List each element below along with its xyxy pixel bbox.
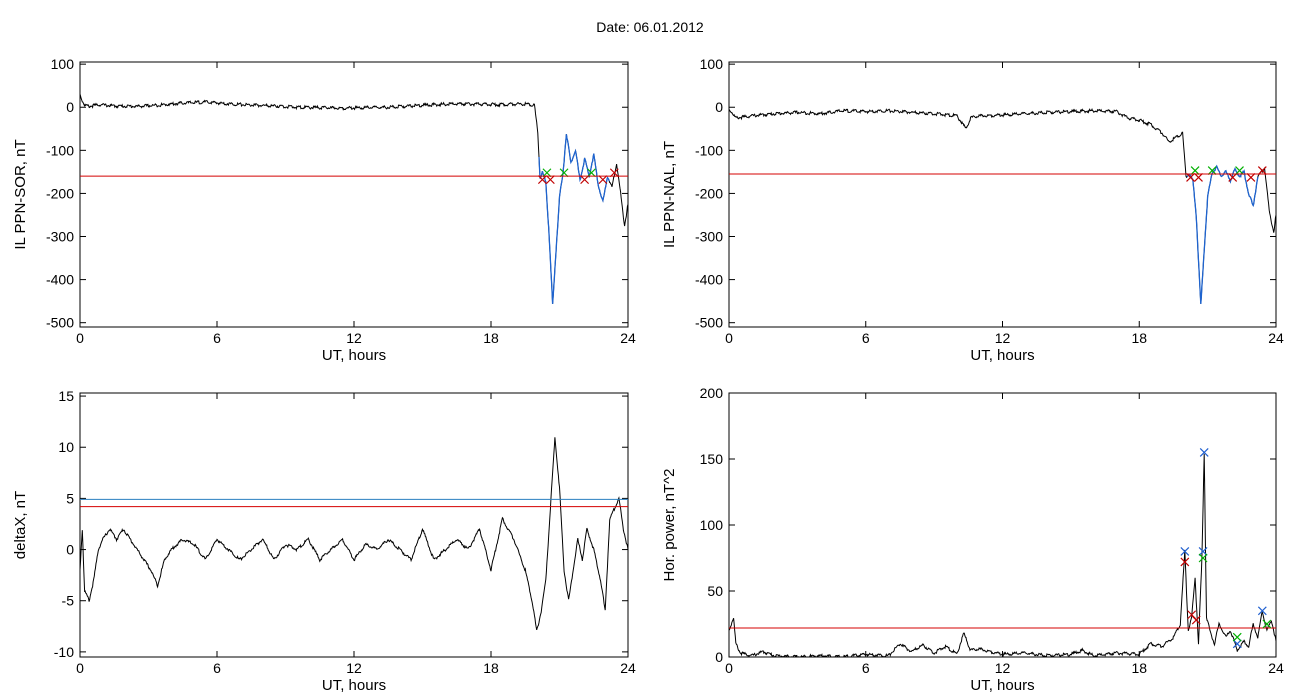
y-tick-label: -500 [695, 315, 723, 331]
cross-marker [542, 168, 552, 178]
y-tick-label: 0 [715, 99, 723, 115]
cross-marker [1228, 173, 1238, 182]
x-tick-label: 18 [1131, 330, 1147, 346]
series-line [80, 437, 628, 631]
y-axis-label: Hor. power, nT^2 [661, 469, 678, 582]
x-tick-label: 24 [620, 660, 636, 676]
y-tick-label: 100 [700, 56, 724, 72]
y-tick-label: -200 [695, 185, 723, 201]
y-axis-label: deltaX, nT [12, 491, 29, 559]
plot-area [729, 447, 1276, 657]
panel-deltax: 0 6 12 18 24 15 10 5 0 -5 -10 UT, hours deltaX, nT [12, 388, 636, 694]
x-axis-label: UT, hours [970, 677, 1034, 694]
panel-il-nal: 0 6 12 18 24 100 0 -100 -200 -300 -400 -500 UT, hour… [661, 56, 1284, 364]
peak-marker-green [1262, 619, 1272, 629]
x-axis-label: UT, hours [322, 677, 386, 694]
y-tick-label: 100 [700, 517, 724, 533]
x-tick-label: 24 [1268, 330, 1284, 346]
cross-marker [1207, 166, 1217, 176]
x-tick-label: 6 [862, 330, 870, 346]
peak-marker-blue [1232, 639, 1242, 649]
y-tick-label: 100 [51, 56, 75, 72]
y-tick-label: -5 [62, 593, 75, 609]
y-tick-label: -400 [46, 272, 74, 288]
x-tick-label: 6 [213, 330, 221, 346]
cross-marker [545, 175, 555, 185]
x-tick-label: 12 [995, 660, 1011, 676]
peak-marker-green [1198, 553, 1208, 563]
y-tick-label: -300 [46, 229, 74, 245]
peak-marker-blue [1180, 546, 1190, 556]
plot-area [80, 93, 628, 304]
y-tick-label: -10 [54, 644, 74, 660]
x-tick-label: 6 [862, 660, 870, 676]
cross-marker [1190, 166, 1200, 176]
y-tick-label: 0 [715, 649, 723, 665]
series-line [729, 108, 1276, 304]
highlight-series-line [1186, 164, 1259, 304]
peak-marker-green [1232, 632, 1242, 642]
y-axis-label: IL PPN-NAL, nT [661, 141, 678, 248]
x-tick-label: 0 [725, 660, 733, 676]
cross-marker [580, 175, 590, 185]
cross-marker [587, 168, 596, 178]
y-axis-label: IL PPN-SOR, nT [12, 139, 29, 249]
y-tick-label: -100 [695, 142, 723, 158]
series-line [80, 93, 628, 304]
x-tick-label: 18 [483, 330, 499, 346]
plot-frame [79, 61, 629, 328]
cross-marker [1257, 166, 1267, 176]
series-line [729, 453, 1276, 657]
y-tick-label: 50 [707, 583, 723, 599]
cross-marker [609, 168, 619, 178]
x-tick-label: 6 [213, 660, 221, 676]
panel-il-sor: 0 6 12 18 24 100 0 -100 -200 -300 -400 -500 UT, hour… [12, 56, 636, 364]
x-tick-label: 24 [620, 330, 636, 346]
x-tick-label: 12 [346, 330, 362, 346]
y-tick-label: -300 [695, 229, 723, 245]
peak-marker-red [1180, 557, 1190, 567]
peak-marker-red [1191, 615, 1201, 625]
y-tick-label: -500 [46, 315, 74, 331]
x-axis-label: UT, hours [322, 347, 386, 364]
y-tick-label: -200 [46, 185, 74, 201]
y-tick-label: 0 [66, 99, 74, 115]
cross-marker [559, 168, 569, 178]
plot-area [729, 108, 1276, 304]
plot-frame [79, 392, 629, 658]
y-tick-label: 0 [66, 542, 74, 558]
x-tick-label: 12 [346, 660, 362, 676]
cross-marker [1194, 173, 1203, 182]
y-tick-label: 150 [700, 451, 724, 467]
chart-title: Date: 06.01.2012 [596, 19, 704, 35]
x-tick-label: 0 [725, 330, 733, 346]
y-tick-label: -100 [46, 142, 74, 158]
cross-marker [1186, 173, 1195, 182]
peak-marker-blue [1198, 546, 1208, 556]
x-tick-label: 12 [995, 330, 1011, 346]
y-tick-label: 10 [58, 439, 74, 455]
cross-marker [1246, 173, 1256, 182]
plot-area [80, 437, 628, 631]
x-tick-label: 0 [76, 330, 84, 346]
y-tick-label: 200 [700, 385, 724, 401]
highlight-series-line [538, 134, 610, 304]
panel-hor-power: 0 6 12 18 24 200 150 100 50 0 UT, hours Hor. power,… [661, 385, 1284, 694]
x-tick-label: 18 [483, 660, 499, 676]
y-tick-label: 15 [58, 388, 74, 404]
cross-marker [598, 175, 608, 185]
y-tick-label: -400 [695, 272, 723, 288]
x-tick-label: 24 [1268, 660, 1284, 676]
cross-marker [537, 175, 547, 185]
x-tick-label: 18 [1131, 660, 1147, 676]
x-tick-label: 0 [76, 660, 84, 676]
y-tick-label: 5 [66, 490, 74, 506]
x-axis-label: UT, hours [970, 347, 1034, 364]
cross-marker [1235, 166, 1244, 176]
peak-marker-blue [1199, 447, 1209, 457]
peak-marker-blue [1257, 606, 1267, 616]
